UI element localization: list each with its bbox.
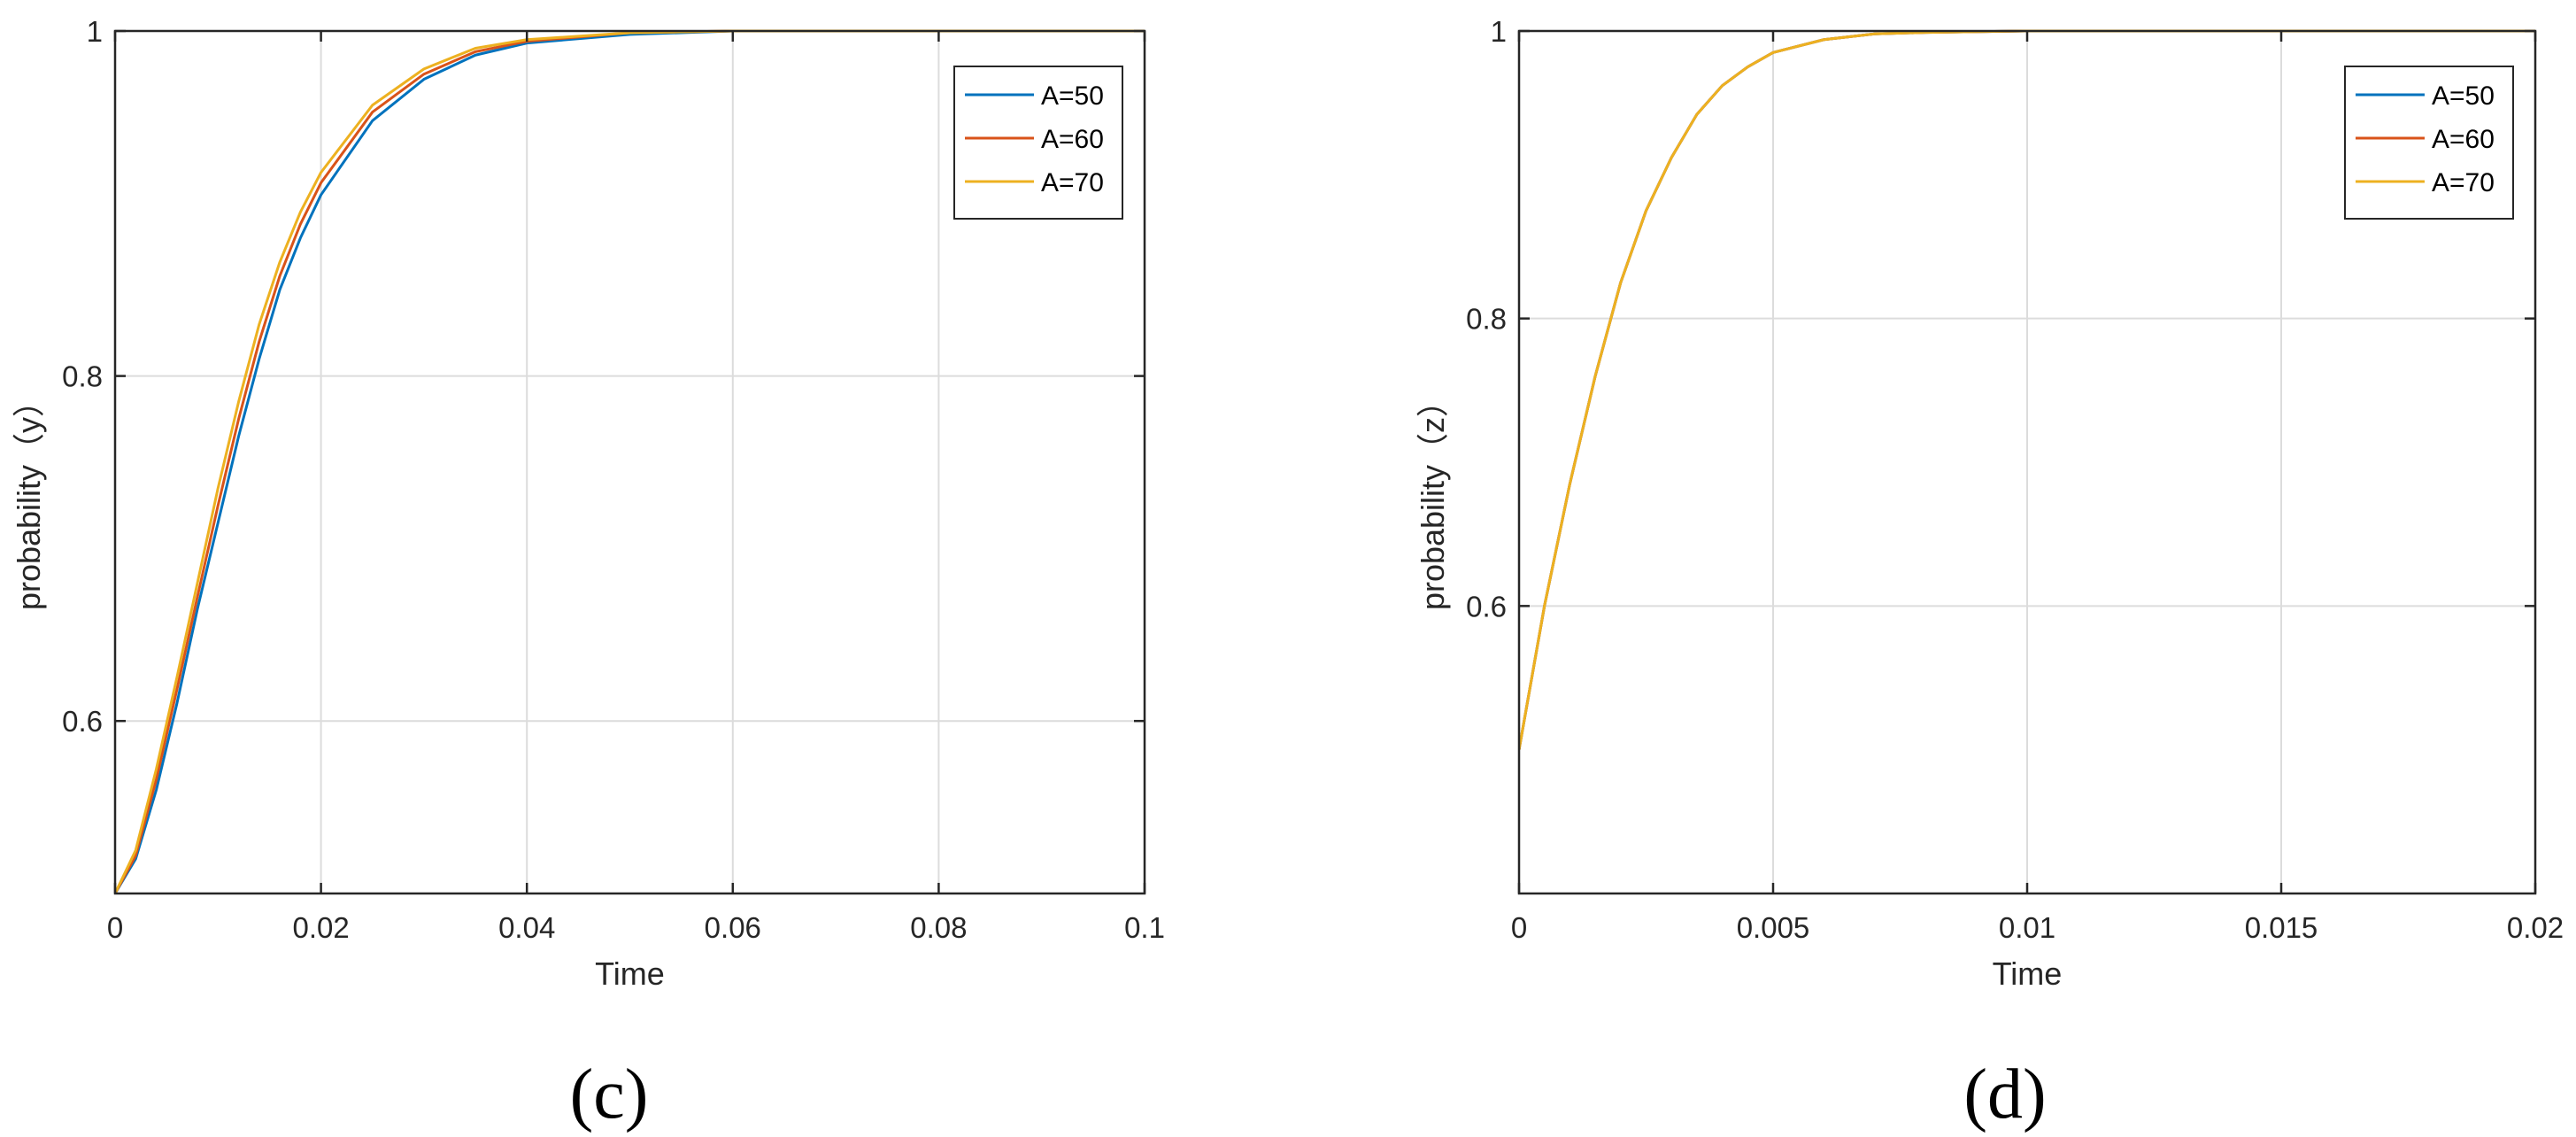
legend-box <box>953 66 1123 220</box>
y-axis-label: probability（y） <box>11 385 47 610</box>
x-tick-label: 0.02 <box>292 911 349 944</box>
x-tick-label: 0.01 <box>1999 911 2055 944</box>
x-tick-label: 0 <box>107 911 123 944</box>
y-tick-label: 1 <box>87 15 103 48</box>
legend-entry-label: A=70 <box>2432 168 2495 197</box>
legend-entry-label: A=50 <box>2432 81 2495 111</box>
y-tick-label: 0.8 <box>1466 303 1507 336</box>
x-tick-label: 0.02 <box>2507 911 2564 944</box>
x-tick-label: 0.015 <box>2245 911 2318 944</box>
legend-entry-label: A=60 <box>2432 125 2495 154</box>
series-line-a70 <box>115 29 1145 894</box>
legend-box <box>2344 66 2514 220</box>
chart-d: 0 0.005 0.01 0.015 0.02 0.6 0.8 1 Time probabilit… <box>1415 15 2564 1133</box>
x-tick-label: 0.06 <box>705 911 761 944</box>
panel-caption: (c) <box>570 1056 649 1133</box>
legend-entry-label: A=60 <box>1041 125 1104 154</box>
x-tick-label: 0.08 <box>910 911 967 944</box>
panel-caption: (d) <box>1963 1056 2046 1133</box>
chart-c: 0 0.02 0.04 0.06 0.08 0.1 0.6 0.8 1 Time probabili… <box>11 15 1165 1133</box>
x-tick-label: 0.1 <box>1124 911 1165 944</box>
legend-entry-label: A=50 <box>1041 81 1104 111</box>
x-tick-label: 0 <box>1511 911 1527 944</box>
axes-box <box>113 29 1146 895</box>
x-axis-label: Time <box>1993 955 2063 992</box>
x-tick-label: 0.04 <box>498 911 555 944</box>
legend: A=50 A=60 A=70 <box>2344 66 2514 220</box>
legend: A=50 A=60 A=70 <box>953 66 1123 220</box>
y-tick-label: 0.6 <box>62 705 103 738</box>
y-tick-label: 1 <box>1491 15 1507 48</box>
series-line-a50 <box>115 29 1145 894</box>
legend-entry-label: A=70 <box>1041 168 1104 197</box>
y-tick-label: 0.8 <box>62 360 103 393</box>
y-tick-label: 0.6 <box>1466 590 1507 623</box>
x-axis-label: Time <box>595 955 665 992</box>
y-axis-label: probability（z） <box>1415 385 1451 610</box>
x-tick-label: 0.005 <box>1737 911 1810 944</box>
